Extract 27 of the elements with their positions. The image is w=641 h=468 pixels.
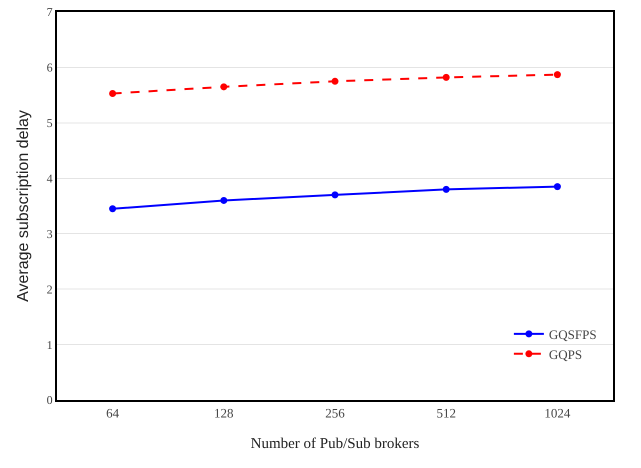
y-tick-label: 3 [46, 226, 53, 241]
y-tick-label: 5 [46, 116, 53, 130]
y-tick-label: 1 [46, 338, 53, 352]
y-tick-label: 0 [46, 393, 53, 408]
point [442, 74, 450, 81]
point [554, 183, 561, 190]
x-tick-label: 256 [325, 406, 346, 421]
y-tick-label: 2 [46, 282, 53, 296]
x-tick-label: 128 [214, 406, 234, 421]
point [109, 205, 116, 212]
y-tick-label: 6 [46, 60, 53, 75]
point [554, 71, 561, 78]
x-tick-label: 1024 [544, 406, 571, 421]
x-tick-label: 64 [106, 406, 120, 421]
point [442, 186, 450, 193]
point [332, 78, 338, 85]
y-tick-label: 4 [46, 171, 53, 186]
point [109, 90, 116, 97]
point [220, 83, 228, 90]
point [332, 191, 338, 198]
legend-label: GQPS [548, 346, 582, 362]
x-axis-title: Number of Pub/Sub brokers [250, 436, 420, 452]
y-axis-title: Average subscription delay [15, 110, 32, 302]
point [220, 196, 228, 204]
y-tick-label: 7 [46, 5, 53, 20]
x-tick-label: 512 [436, 406, 456, 421]
legend-label: GQSFPS [548, 326, 597, 342]
